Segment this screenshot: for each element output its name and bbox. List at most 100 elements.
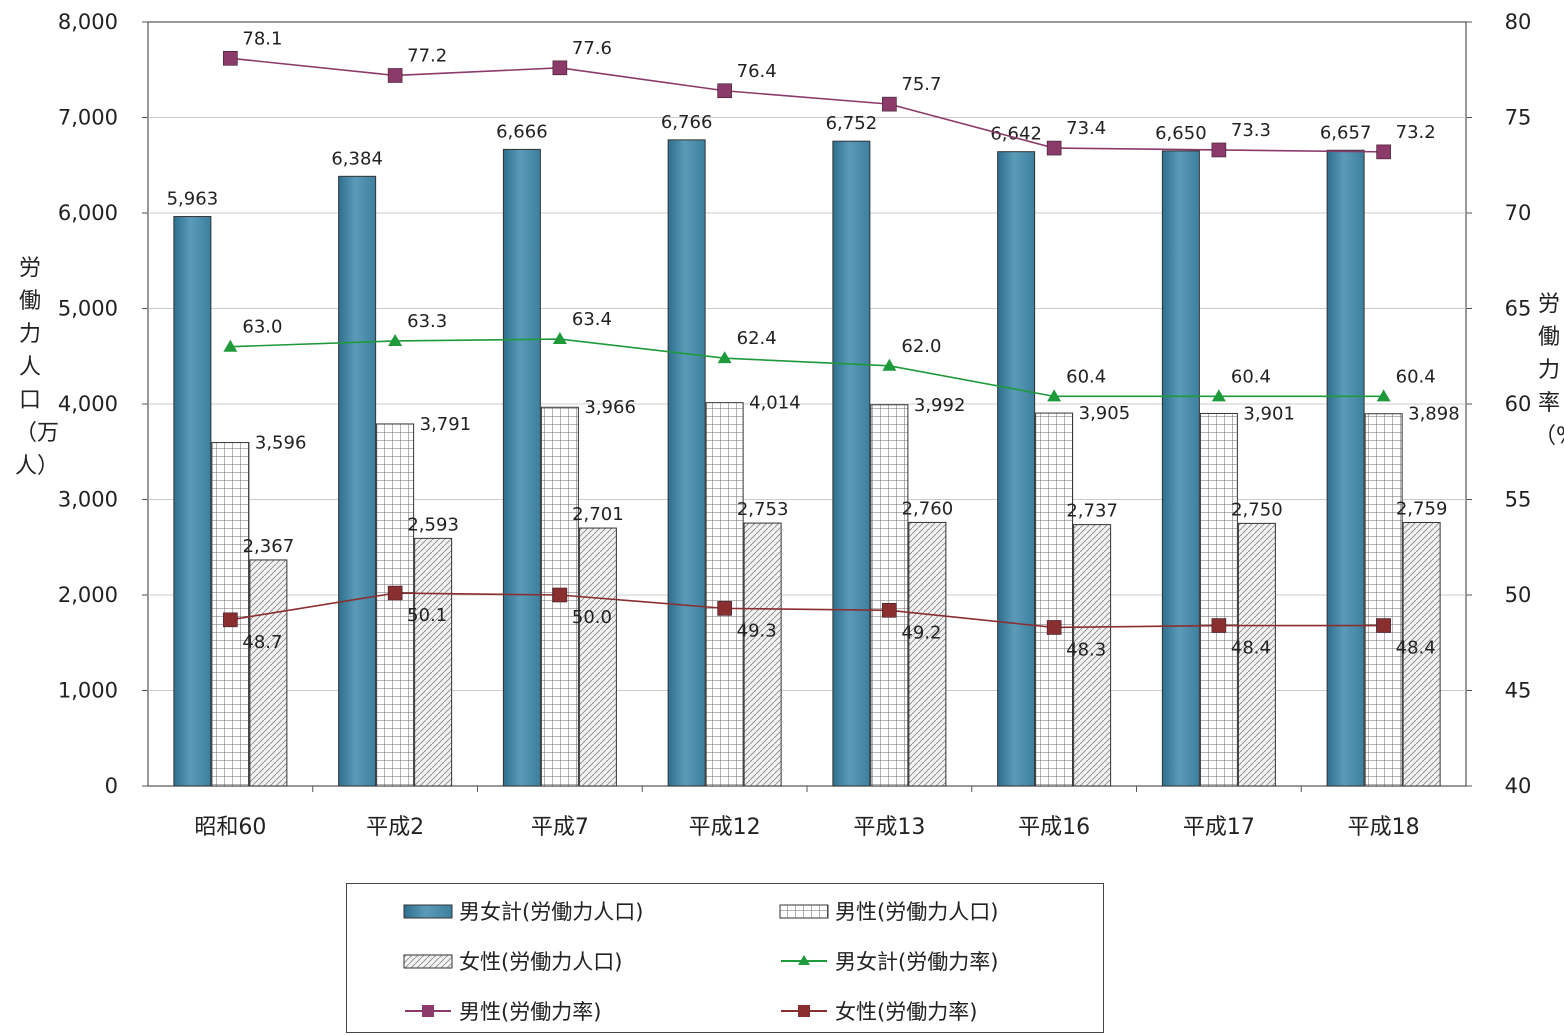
line-male-rate-label: 73.4: [1066, 118, 1106, 139]
line-total-rate-point: [1047, 389, 1062, 402]
category-label: 平成12: [689, 815, 761, 840]
line-total-rate-point: [223, 339, 238, 352]
bar-female-population: [578, 527, 617, 787]
category-label: 平成17: [1183, 815, 1255, 840]
line-male-rate-label: 78.1: [242, 28, 282, 49]
line-female-rate: [230, 592, 1384, 629]
legend-item-total-rate: 男女計(労働力率): [779, 946, 998, 976]
left-axis-ticks: 0 1,000 2,000 3,000 4,000 5,000 6,000 7,000 8,00…: [58, 10, 148, 798]
bar-male-population-label: 3,966: [584, 397, 636, 418]
line-total-rate-point: [717, 351, 732, 364]
line-total-rate-label: 63.0: [242, 317, 282, 338]
line-total-rate-point: [1376, 389, 1391, 402]
legend-label: 男女計(労働力率): [835, 950, 999, 974]
left-tick-label: 7,000: [58, 106, 118, 130]
line-female-rate-point: [223, 612, 238, 628]
bar-total-population-label: 6,650: [1155, 123, 1207, 144]
line-male-rate-label: 76.4: [737, 61, 777, 82]
right-tick-label: 70: [1505, 201, 1532, 225]
line-total-rate-point: [882, 358, 897, 371]
right-tick-label: 65: [1505, 297, 1532, 321]
left-tick-label: 4,000: [58, 392, 118, 416]
line-total-rate-label: 60.4: [1066, 366, 1106, 387]
line-female-rate-point: [717, 601, 732, 616]
legend-item-male-rate: 男性(労働力率): [403, 996, 601, 1026]
left-tick-label: 5,000: [58, 297, 118, 321]
line-female-rate-label: 48.7: [242, 632, 282, 653]
bar-series: 5,963 6,384 6,666 6,766 6,752 6,642 6,650 6,657…: [167, 112, 1460, 787]
bar-female-population-label: 2,760: [902, 498, 954, 519]
left-tick-label: 8,000: [58, 10, 118, 34]
bar-female-population-label: 2,593: [407, 514, 459, 535]
line-female-rate-point: [387, 585, 403, 601]
labor-force-chart: 0 1,000 2,000 3,000 4,000 5,000 6,000 7,000 8,00…: [58, 10, 1531, 840]
bar-total-population: [667, 139, 706, 787]
bar-male-population-label: 3,901: [1243, 403, 1295, 424]
bar-female-population-label: 2,367: [243, 536, 295, 557]
bar-total-population: [502, 148, 541, 787]
legend-swatch-line-total: [781, 955, 827, 965]
bar-female-population-label: 2,759: [1396, 499, 1448, 520]
bar-total-population-label: 6,752: [826, 113, 878, 134]
bar-total-population: [997, 151, 1036, 787]
line-female-rate-label: 48.4: [1231, 638, 1271, 659]
legend-swatch-bar-total: [403, 904, 453, 919]
left-tick-label: 3,000: [58, 488, 118, 512]
right-axis-ticks: 40 45 50 55 60 65 70 75 80: [1466, 10, 1531, 798]
line-female-rate-point: [882, 602, 897, 618]
category-label: 平成16: [1018, 815, 1090, 840]
bar-male-population: [1364, 413, 1403, 787]
bar-female-population: [414, 537, 453, 787]
legend-item-male-population: 男性(労働力人口): [779, 896, 998, 926]
left-axis-title: 労働力人口（万人）: [15, 256, 60, 479]
bar-total-population: [832, 140, 871, 787]
bar-female-population-label: 2,750: [1231, 499, 1283, 520]
category-label: 昭和60: [194, 815, 266, 840]
line-total-rate-label: 63.3: [407, 311, 447, 332]
bar-male-population-label: 3,898: [1408, 404, 1460, 425]
bar-female-population: [908, 521, 947, 787]
line-male-rate-point: [882, 96, 897, 112]
legend-label: 女性(労働力人口): [459, 950, 623, 974]
bar-female-population: [1073, 524, 1112, 787]
bar-male-population-label: 3,905: [1079, 403, 1131, 424]
line-female-rate-point: [1046, 620, 1062, 635]
legend-item-female-population: 女性(労働力人口): [403, 946, 622, 976]
bar-total-population-label: 5,963: [167, 189, 219, 210]
line-male-rate-point: [717, 83, 732, 99]
bar-total-population-label: 6,666: [496, 121, 548, 142]
category-labels: 昭和60 平成2 平成7 平成12 平成13 平成16 平成17 平成18: [194, 786, 1420, 840]
right-tick-label: 55: [1505, 488, 1532, 512]
legend-swatch-bar-female: [403, 954, 453, 969]
bar-total-population: [1161, 150, 1200, 787]
right-tick-label: 40: [1505, 774, 1532, 798]
line-female-rate-label: 50.0: [572, 607, 612, 628]
bar-male-population-label: 3,791: [420, 414, 472, 435]
bar-total-population-label: 6,766: [661, 112, 713, 133]
bar-total-population: [173, 216, 212, 787]
right-tick-label: 50: [1505, 583, 1532, 607]
line-male-rate-point: [223, 50, 238, 66]
line-total-rate-label: 62.0: [901, 336, 941, 357]
line-male-rate-point: [1211, 142, 1227, 158]
bar-total-population: [1326, 149, 1365, 787]
legend-label: 男性(労働力人口): [835, 900, 999, 924]
right-axis-title: 労働力率（%）: [1534, 292, 1564, 449]
bar-female-population: [743, 522, 782, 787]
left-tick-label: 2,000: [58, 583, 118, 607]
bar-female-population: [1237, 522, 1276, 787]
bar-female-population-label: 2,737: [1066, 501, 1118, 522]
legend-item-female-rate: 女性(労働力率): [779, 996, 977, 1026]
right-tick-label: 60: [1505, 392, 1532, 416]
legend-swatch-line-female: [781, 1005, 827, 1017]
line-male-rate-label: 73.2: [1396, 122, 1436, 143]
line-male-rate-point: [1376, 144, 1391, 160]
line-total-rate-label: 63.4: [572, 309, 612, 330]
legend-label: 男女計(労働力人口): [459, 900, 644, 924]
line-male-rate-point: [387, 68, 403, 83]
category-label: 平成7: [531, 815, 589, 840]
bar-male-population: [376, 423, 415, 787]
line-female-rate-label: 48.3: [1066, 639, 1106, 660]
bar-male-population: [870, 404, 909, 787]
line-total-rate-label: 62.4: [737, 328, 777, 349]
